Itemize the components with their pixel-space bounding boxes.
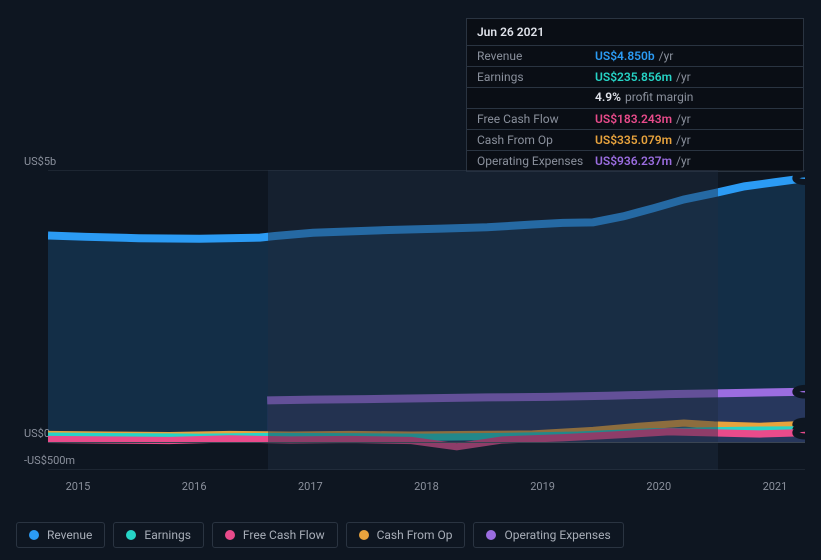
series-end-marker: [795, 388, 805, 396]
tooltip-row: Free Cash FlowUS$183.243m/yr: [467, 109, 803, 130]
legend-item[interactable]: Earnings: [113, 522, 204, 548]
legend-item[interactable]: Free Cash Flow: [212, 522, 338, 548]
chart-legend: Revenue Earnings Free Cash Flow Cash From O…: [16, 522, 624, 548]
tooltip-row: RevenueUS$4.850b/yr: [467, 46, 803, 67]
tooltip-row-label: Revenue: [477, 49, 595, 63]
series-end-marker: [795, 174, 805, 182]
legend-label: Earnings: [144, 528, 191, 542]
x-axis-label: 2015: [48, 480, 108, 493]
x-axis-label: 2016: [164, 480, 224, 493]
chart-tooltip: Jun 26 2021 RevenueUS$4.850b/yrEarningsU…: [466, 18, 804, 172]
x-axis-label: 2021: [745, 480, 805, 493]
legend-item[interactable]: Revenue: [16, 522, 105, 548]
legend-label: Cash From Op: [377, 528, 453, 542]
tooltip-date: Jun 26 2021: [467, 19, 803, 46]
tooltip-row-value: US$4.850b: [595, 49, 655, 63]
tooltip-row: Cash From OpUS$335.079m/yr: [467, 130, 803, 151]
x-axis-label: 2018: [396, 480, 456, 493]
legend-item[interactable]: Operating Expenses: [473, 522, 623, 548]
tooltip-margin-label: profit margin: [625, 90, 693, 104]
legend-label: Revenue: [47, 528, 92, 542]
tooltip-row-value: US$183.243m: [595, 112, 672, 126]
legend-label: Operating Expenses: [504, 528, 610, 542]
chart-highlight-band: [268, 170, 718, 470]
x-axis: 2015 2016 2017 2018 2019 2020 2021: [48, 480, 805, 493]
tooltip-row-label: Earnings: [477, 70, 595, 84]
gridline: [48, 469, 805, 470]
legend-label: Free Cash Flow: [243, 528, 325, 542]
legend-item[interactable]: Cash From Op: [346, 522, 466, 548]
tooltip-row-unit: /yr: [676, 70, 691, 84]
legend-swatch: [29, 530, 39, 540]
y-axis-label: US$0: [24, 427, 50, 440]
chart-plot[interactable]: [48, 170, 805, 470]
x-axis-label: 2019: [513, 480, 573, 493]
tooltip-row-unit: /yr: [676, 112, 691, 126]
x-axis-label: 2020: [629, 480, 689, 493]
tooltip-row: EarningsUS$235.856m/yr: [467, 67, 803, 88]
x-axis-label: 2017: [280, 480, 340, 493]
legend-swatch: [126, 530, 136, 540]
tooltip-row-value: US$335.079m: [595, 133, 672, 147]
gridline: [48, 170, 805, 171]
chart-container: US$5bUS$0-US$500m: [16, 155, 805, 475]
tooltip-row-label: Free Cash Flow: [477, 112, 595, 126]
tooltip-row-value: US$235.856m: [595, 70, 672, 84]
legend-swatch: [486, 530, 496, 540]
legend-swatch: [359, 530, 369, 540]
legend-swatch: [225, 530, 235, 540]
tooltip-row-unit: /yr: [659, 49, 674, 63]
gridline: [48, 442, 805, 443]
tooltip-row-label: Cash From Op: [477, 133, 595, 147]
tooltip-margin-row: 4.9% profit margin: [467, 88, 803, 109]
y-axis-label: US$5b: [24, 155, 56, 168]
tooltip-margin-value: 4.9%: [595, 90, 621, 104]
series-end-marker: [795, 429, 805, 437]
tooltip-row-unit: /yr: [676, 133, 691, 147]
